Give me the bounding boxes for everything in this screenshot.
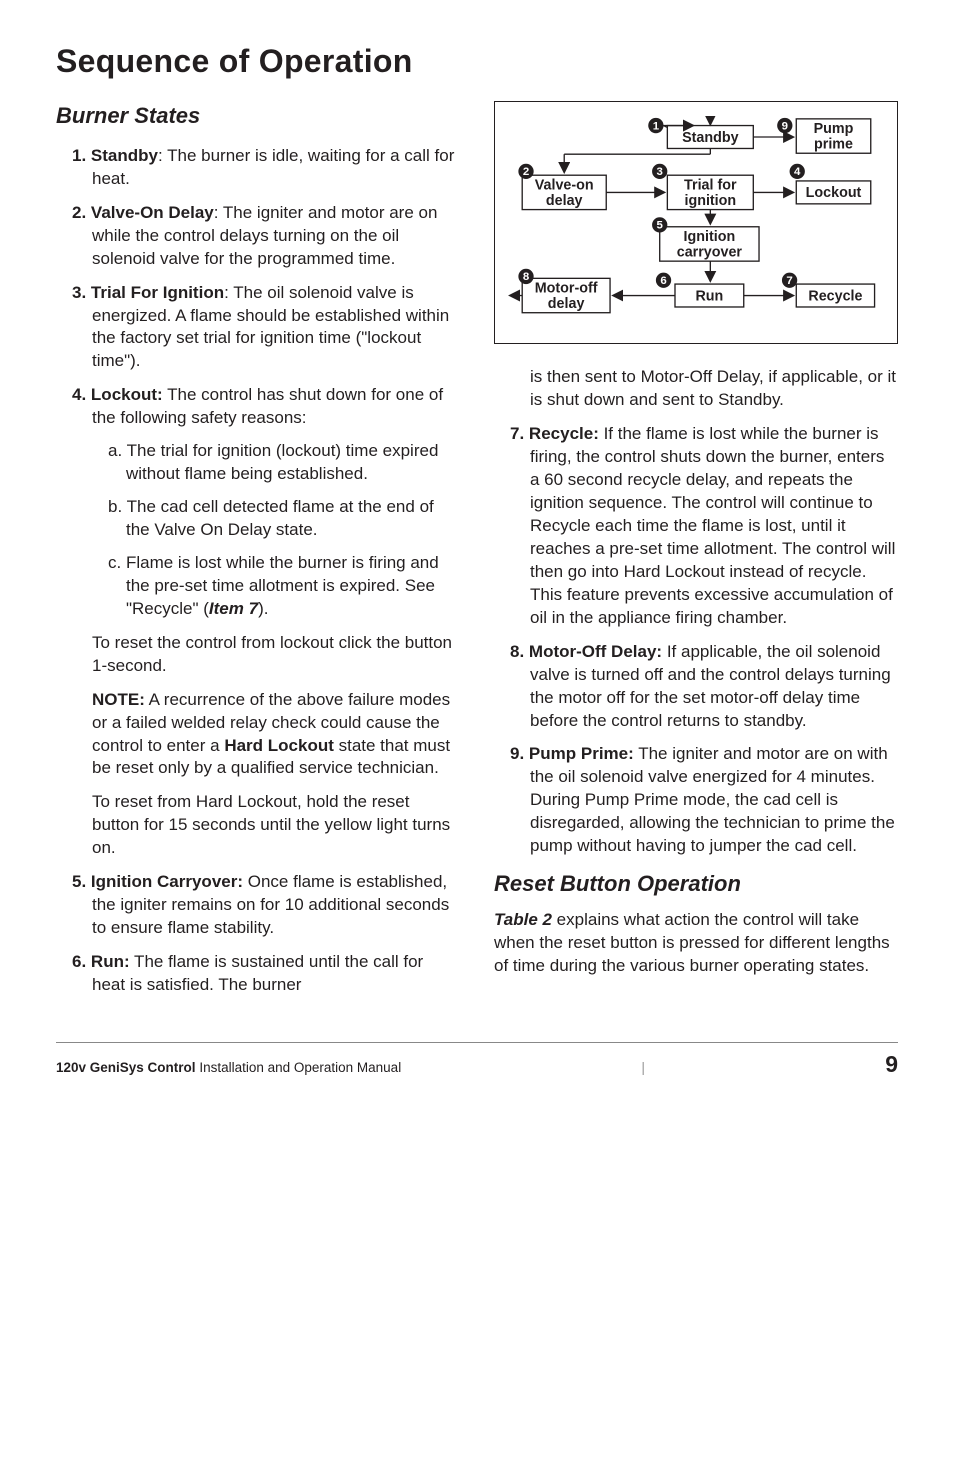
- svg-text:3: 3: [657, 166, 663, 178]
- states-list-cont: 5. Ignition Carryover: Once flame is est…: [56, 871, 460, 997]
- reset-button-section: Reset Button Operation Table 2 explains …: [494, 869, 898, 978]
- right-column: StandbyPumpprimeValve-ondelayTrial forig…: [494, 101, 898, 1008]
- left-column: Burner States 1. Standby: The burner is …: [56, 101, 460, 1008]
- svg-text:Motor-off: Motor-off: [535, 281, 598, 297]
- svg-text:5: 5: [657, 220, 664, 232]
- state-lockout: 4. Lockout: The control has shut down fo…: [72, 384, 460, 620]
- state-valve-on-delay: 2. Valve-On Delay: The igniter and motor…: [72, 202, 460, 271]
- svg-text:Lockout: Lockout: [806, 185, 862, 201]
- reset-paragraph: Table 2 explains what action the control…: [494, 909, 898, 978]
- footer-left: 120v GeniSys Control Installation and Op…: [56, 1059, 401, 1077]
- svg-text:ignition: ignition: [684, 193, 736, 209]
- svg-text:Standby: Standby: [682, 130, 739, 146]
- svg-text:Valve-on: Valve-on: [535, 178, 594, 194]
- hard-lockout-reset: To reset from Hard Lockout, hold the res…: [56, 791, 460, 860]
- reset-from-lockout: To reset the control from lockout click …: [56, 632, 460, 678]
- svg-text:Trial for: Trial for: [684, 178, 737, 194]
- svg-text:Recycle: Recycle: [808, 288, 862, 304]
- state-recycle: 7. Recycle: If the flame is lost while t…: [510, 423, 898, 629]
- flowchart-figure: StandbyPumpprimeValve-ondelayTrial forig…: [494, 101, 898, 344]
- page-title: Sequence of Operation: [56, 40, 898, 83]
- lockout-reason-b: b. The cad cell detected flame at the en…: [108, 496, 460, 542]
- state-ignition-carryover: 5. Ignition Carryover: Once flame is est…: [72, 871, 460, 940]
- page-footer: 120v GeniSys Control Installation and Op…: [56, 1042, 898, 1080]
- footer-separator: |: [641, 1058, 645, 1077]
- state-motor-off-delay: 8. Motor-Off Delay: If applicable, the o…: [510, 641, 898, 733]
- states-list-right: 7. Recycle: If the flame is lost while t…: [494, 423, 898, 858]
- svg-text:6: 6: [660, 275, 666, 287]
- lockout-reasons: a. The trial for ignition (lockout) time…: [92, 440, 460, 621]
- state-run: 6. Run: The flame is sustained until the…: [72, 951, 460, 997]
- svg-text:9: 9: [782, 121, 788, 133]
- svg-text:delay: delay: [548, 296, 585, 312]
- run-continuation: is then sent to Motor-Off Delay, if appl…: [494, 366, 898, 412]
- state-pump-prime: 9. Pump Prime: The igniter and motor are…: [510, 743, 898, 858]
- svg-text:4: 4: [794, 166, 801, 178]
- svg-text:Run: Run: [695, 288, 723, 304]
- svg-text:delay: delay: [546, 193, 583, 209]
- states-list: 1. Standby: The burner is idle, waiting …: [56, 145, 460, 621]
- page-number: 9: [885, 1049, 898, 1080]
- reset-heading: Reset Button Operation: [494, 869, 898, 899]
- svg-text:7: 7: [786, 275, 792, 287]
- lockout-reason-c: c. Flame is lost while the burner is fir…: [108, 552, 460, 621]
- burner-states-heading: Burner States: [56, 101, 460, 131]
- lockout-reason-a: a. The trial for ignition (lockout) time…: [108, 440, 460, 486]
- svg-text:2: 2: [523, 166, 529, 178]
- svg-text:carryover: carryover: [677, 245, 743, 261]
- svg-text:Pump: Pump: [814, 121, 854, 137]
- state-standby: 1. Standby: The burner is idle, waiting …: [72, 145, 460, 191]
- svg-text:8: 8: [523, 271, 530, 283]
- svg-text:Ignition: Ignition: [684, 229, 736, 245]
- state-trial-for-ignition: 3. Trial For Ignition: The oil solenoid …: [72, 282, 460, 374]
- note-paragraph: NOTE: A recurrence of the above failure …: [56, 689, 460, 781]
- svg-text:prime: prime: [814, 137, 853, 153]
- svg-text:1: 1: [653, 121, 660, 133]
- flowchart-svg: StandbyPumpprimeValve-ondelayTrial forig…: [505, 116, 887, 322]
